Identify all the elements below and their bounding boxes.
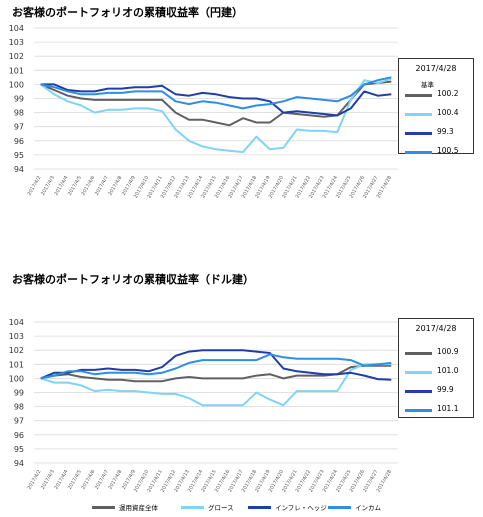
legend-value: 101.1 xyxy=(437,404,459,413)
x-tick-label: 2017/4/6 xyxy=(80,469,96,491)
legend-value: 101.0 xyxy=(437,366,459,375)
legend-value: 100.5 xyxy=(437,146,459,155)
legend-row: 100.4 xyxy=(399,108,473,127)
y-tick-label: 104 xyxy=(9,318,24,327)
x-tick-label: 2017/4/8 xyxy=(107,175,123,197)
legend-swatch xyxy=(405,390,432,393)
legend-swatch xyxy=(405,352,432,355)
legend-row: 99.3 xyxy=(399,127,473,146)
legend-box-usd: 2017/4/28 100.9 101.0 99.9 101.1 xyxy=(398,318,474,418)
bottom-legend-label: インカム xyxy=(355,504,381,512)
series-line xyxy=(40,363,392,407)
legend-swatch xyxy=(405,371,432,374)
y-tick-label: 97 xyxy=(14,417,24,426)
legend-row: 101.0 xyxy=(399,366,473,385)
x-tick-label: 2017/4/7 xyxy=(94,469,110,491)
y-tick-label: 100 xyxy=(9,80,24,89)
legend-box-jpy: 2017/4/28 基準 100.2 100.4 99.3 100.5 xyxy=(398,58,474,155)
chart-title-jpy: お客様のポートフォリオの累積収益率（円建） xyxy=(12,6,243,19)
bottom-legend-item: 運用資産全体 xyxy=(92,502,158,512)
legend-swatch xyxy=(405,409,432,412)
bottom-legend: 運用資産全体 グロース インフレ・ヘッジ インカム xyxy=(0,502,483,514)
legend-value: 100.9 xyxy=(437,347,459,356)
chart-usd: 9495969798991001011021031042017/4/22017/… xyxy=(9,318,398,493)
x-tick-label: 2017/4/2 xyxy=(27,175,43,197)
x-tick-label: 2017/4/2 xyxy=(27,469,43,491)
legend-value: 99.9 xyxy=(437,385,454,394)
legend-value: 100.4 xyxy=(437,108,459,117)
legend-swatch xyxy=(405,94,432,97)
bottom-legend-swatch xyxy=(181,505,204,509)
legend-swatch xyxy=(405,113,432,116)
legend-row: 100.2 xyxy=(399,89,473,108)
y-tick-label: 98 xyxy=(14,403,24,412)
bottom-legend-label: 運用資産全体 xyxy=(119,504,158,512)
bottom-legend-item: インカム xyxy=(328,502,381,512)
legend-value: 99.3 xyxy=(437,127,454,136)
y-tick-label: 103 xyxy=(9,332,24,341)
y-tick-label: 95 xyxy=(14,445,24,454)
bottom-legend-swatch xyxy=(248,505,271,509)
x-tick-label: 2017/4/9 xyxy=(121,469,137,491)
legend-value: 100.2 xyxy=(437,89,459,98)
legend-row: 100.9 xyxy=(399,347,473,366)
y-tick-label: 98 xyxy=(14,109,24,118)
series-line xyxy=(40,77,392,154)
legend-row: 100.5 xyxy=(399,146,473,165)
legend-swatch xyxy=(405,132,432,135)
y-tick-label: 96 xyxy=(14,137,24,146)
y-tick-label: 97 xyxy=(14,123,24,132)
y-tick-label: 104 xyxy=(9,24,24,33)
y-tick-label: 99 xyxy=(14,95,24,104)
chart-jpy: 9495969798991001011021031042017/4/22017/… xyxy=(9,24,398,199)
y-tick-label: 95 xyxy=(14,151,24,160)
legend-date: 2017/4/28 xyxy=(415,64,457,73)
legend-row: 101.1 xyxy=(399,404,473,423)
series-line xyxy=(40,353,392,380)
bottom-legend-item: グロース xyxy=(181,502,234,512)
bottom-legend-item: インフレ・ヘッジ xyxy=(248,502,327,512)
y-tick-label: 96 xyxy=(14,431,24,440)
y-tick-label: 102 xyxy=(9,346,24,355)
y-tick-label: 101 xyxy=(9,360,24,369)
y-tick-label: 99 xyxy=(14,389,24,398)
x-tick-label: 2017/4/3 xyxy=(40,469,56,491)
y-tick-label: 101 xyxy=(9,66,24,75)
bottom-legend-swatch xyxy=(328,505,351,509)
y-tick-label: 100 xyxy=(9,374,24,383)
bottom-legend-label: インフレ・ヘッジ xyxy=(275,504,327,512)
y-tick-label: 94 xyxy=(14,459,24,468)
legend-header: 基準 xyxy=(421,81,434,89)
legend-date: 2017/4/28 xyxy=(415,324,457,333)
y-tick-label: 103 xyxy=(9,38,24,47)
y-tick-label: 102 xyxy=(9,52,24,61)
x-tick-label: 2017/4/5 xyxy=(67,175,83,197)
series-line xyxy=(40,83,392,117)
x-tick-label: 2017/4/4 xyxy=(53,175,69,197)
x-tick-label: 2017/4/9 xyxy=(121,175,137,197)
bottom-legend-label: グロース xyxy=(208,504,234,512)
x-tick-label: 2017/4/4 xyxy=(53,469,69,491)
legend-row: 99.9 xyxy=(399,385,473,404)
legend-swatch xyxy=(405,151,432,154)
x-tick-label: 2017/4/6 xyxy=(80,175,96,197)
series-line xyxy=(40,349,392,381)
y-tick-label: 94 xyxy=(14,165,24,174)
bottom-legend-swatch xyxy=(92,505,115,509)
x-tick-label: 2017/4/5 xyxy=(67,469,83,491)
chart-title-usd: お客様のポートフォリオの累積収益率（ドル建） xyxy=(12,273,254,286)
x-tick-label: 2017/4/7 xyxy=(94,175,110,197)
series-line xyxy=(40,76,392,110)
x-tick-label: 2017/4/8 xyxy=(107,469,123,491)
x-tick-label: 2017/4/3 xyxy=(40,175,56,197)
